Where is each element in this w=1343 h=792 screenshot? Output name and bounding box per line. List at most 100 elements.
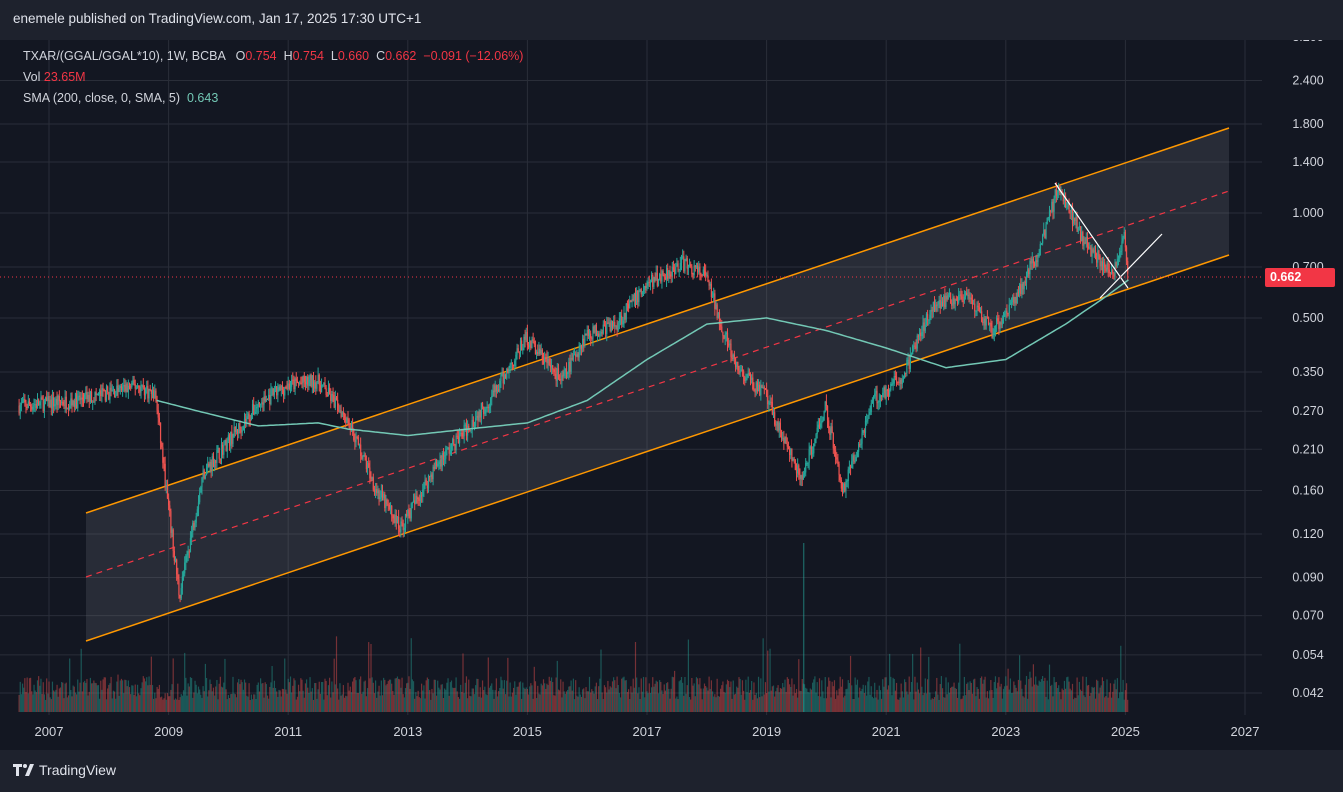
volume-bar — [1047, 699, 1049, 712]
volume-bar — [555, 677, 557, 712]
volume-bar — [900, 683, 902, 712]
candle-body — [1089, 247, 1091, 249]
candle-body — [33, 404, 35, 407]
candle-body — [899, 379, 901, 383]
candle-body — [636, 290, 638, 305]
y-tick-label: 2.400 — [1292, 73, 1323, 87]
volume-bar — [47, 693, 49, 712]
volume-bar — [831, 681, 833, 712]
candle-body — [133, 380, 135, 385]
candle-body — [425, 479, 427, 486]
volume-bar — [1076, 677, 1078, 712]
volume-bar — [319, 693, 321, 712]
candle-body — [403, 527, 405, 531]
candle-body — [373, 489, 376, 492]
candle-body — [764, 388, 767, 390]
candle-body — [399, 528, 401, 533]
volume-bar — [984, 676, 986, 712]
volume-bar — [913, 699, 915, 712]
volume-bar — [1106, 679, 1108, 712]
candle-body — [968, 295, 970, 298]
candle-body — [600, 331, 602, 337]
candle-body — [299, 382, 301, 384]
volume-bar — [479, 687, 481, 712]
candle-body — [808, 449, 810, 463]
volume-bar — [754, 694, 756, 712]
volume-bar — [901, 691, 903, 712]
volume-bar — [740, 694, 742, 712]
candle-body — [1099, 255, 1101, 267]
candle-body — [577, 354, 579, 358]
volume-bar — [762, 638, 764, 712]
candle-body — [177, 574, 179, 580]
candle-body — [547, 358, 549, 364]
volume-bar — [35, 692, 37, 712]
candle-body — [720, 324, 722, 327]
candle-body — [940, 301, 942, 309]
volume-bar — [1071, 683, 1074, 712]
volume-bar — [350, 692, 353, 712]
candle-body — [792, 459, 794, 461]
candle-body — [656, 272, 658, 286]
volume-bar — [991, 690, 993, 712]
volume-bar — [772, 685, 775, 712]
volume-bar — [234, 694, 236, 712]
volume-bar — [732, 680, 734, 712]
y-tick-label: 1.400 — [1292, 155, 1323, 169]
candle-body — [993, 328, 995, 335]
volume-bar — [976, 686, 978, 712]
candle-body — [314, 382, 316, 389]
time-axis[interactable]: 2007 2009 2011 2013 2015 2017 2019 2021 2023 2025… — [35, 724, 1260, 739]
candle-body — [462, 436, 464, 438]
candle-body — [1015, 297, 1017, 304]
candle-body — [609, 322, 611, 331]
volume-bar — [545, 688, 547, 712]
open-value: 0.754 — [245, 49, 277, 63]
candle-body — [776, 421, 778, 425]
price-axis[interactable]: 3.2002.4001.8001.4001.0000.7000.5000.350… — [1292, 40, 1323, 700]
volume-bar — [402, 694, 404, 712]
candle-body — [85, 392, 87, 395]
tradingview-logo[interactable]: TradingView — [13, 762, 116, 778]
volume-bar — [250, 694, 252, 712]
volume-bar — [692, 685, 694, 712]
volume-bar — [356, 692, 358, 712]
volume-bar — [549, 680, 551, 712]
volume-bar — [897, 699, 899, 712]
candle-body — [1044, 229, 1046, 239]
candle-body — [102, 388, 104, 390]
volume-bar — [761, 696, 763, 712]
price-chart[interactable]: 3.2002.4001.8001.4001.0000.7000.5000.350… — [0, 40, 1343, 750]
candle-body — [342, 412, 344, 415]
candle-body — [469, 429, 471, 431]
volume-bar — [632, 678, 634, 712]
candle-body — [437, 463, 439, 466]
volume-bar — [874, 682, 876, 712]
volume-bar — [293, 678, 295, 712]
volume-bar — [594, 686, 596, 712]
candle-body — [801, 475, 803, 480]
candle-body — [982, 321, 984, 324]
volume-bar — [967, 682, 969, 712]
volume-bar — [1058, 685, 1060, 712]
volume-bar — [440, 684, 442, 712]
volume-bar — [85, 682, 87, 712]
volume-bar — [400, 687, 402, 712]
candle-body — [1096, 253, 1098, 263]
volume-bar — [1044, 677, 1046, 712]
candle-body — [1004, 313, 1006, 317]
candle-body — [810, 446, 813, 455]
volume-bar — [288, 682, 290, 712]
volume-bar — [997, 682, 999, 712]
volume-bar — [1115, 689, 1117, 712]
volume-bar — [104, 677, 106, 712]
volume-bar — [294, 680, 296, 712]
candle-body — [766, 389, 768, 397]
volume-bar — [483, 690, 485, 712]
candle-body — [424, 479, 426, 483]
candle-body — [517, 348, 519, 353]
candle-body — [840, 479, 842, 489]
volume-bar — [561, 697, 563, 712]
volume-bar — [40, 678, 42, 712]
volume-bar — [601, 692, 603, 712]
